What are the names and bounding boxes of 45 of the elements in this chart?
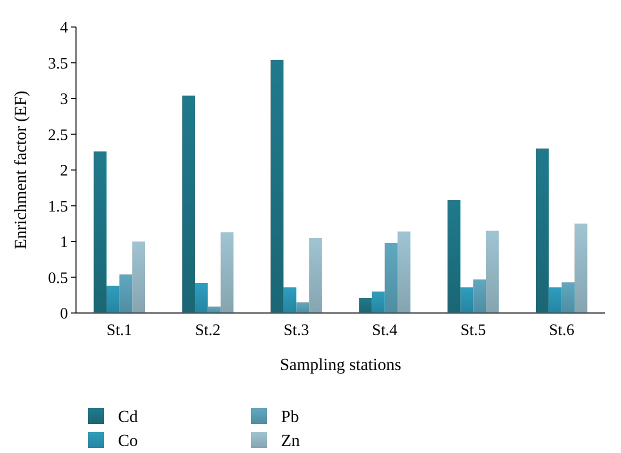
bar [208,306,221,313]
y-tick-label: 1.5 [48,198,68,216]
bar [574,224,588,313]
bar [398,231,410,313]
bar [448,200,460,313]
bar [536,148,549,313]
y-tick-label: 3.5 [48,55,68,72]
x-tick-label: St.3 [284,322,309,339]
bar [562,282,574,313]
bar [194,282,208,313]
x-tick-label: St.4 [372,322,398,339]
x-axis-title: Sampling stations [280,355,402,374]
x-tick-label: St.1 [106,322,132,339]
bar [486,230,499,313]
bar [119,274,132,313]
bar [460,287,474,313]
y-tick-label: 2.5 [48,126,68,144]
bar [132,242,145,313]
y-tick-label: 2 [60,162,68,180]
legend-label: Co [118,430,138,450]
bar [296,302,310,313]
y-axis-title: Enrichment factor (EF) [11,90,30,250]
bar [309,238,322,313]
bar [182,96,195,313]
bar [220,232,234,313]
y-tick-label: 0 [60,306,68,323]
bar [283,287,296,313]
bar [372,292,385,313]
y-tick-label: 1 [60,234,68,252]
legend-label: Pb [281,406,299,426]
bar [548,287,562,313]
legend-label: Zn [281,430,300,450]
x-tick-label: St.6 [548,322,574,339]
legend-label: Cd [118,406,138,426]
x-tick-label: St.2 [195,322,220,339]
x-tick-label: St.5 [460,322,486,339]
bar [473,279,486,313]
y-tick-label: 3 [60,91,68,108]
bar [94,151,107,313]
bar [270,60,284,313]
bar [359,298,372,313]
bar [106,286,120,313]
bar [384,242,398,313]
y-tick-label: 0.5 [48,270,68,287]
y-tick-label: 4 [60,20,68,37]
